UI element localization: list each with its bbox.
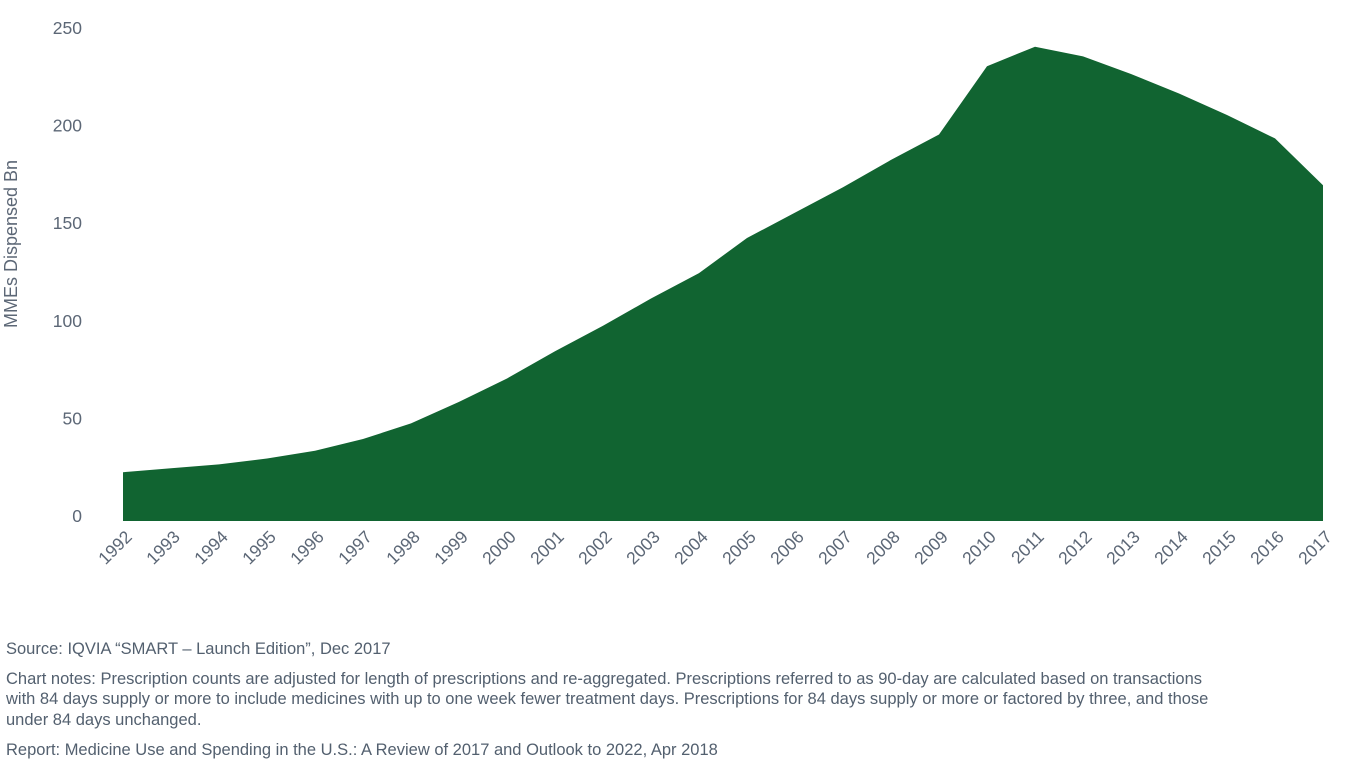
x-tick-label: 2004	[670, 527, 712, 569]
chart-notes-line: under 84 days unchanged.	[6, 710, 202, 729]
report-note: Report: Medicine Use and Spending in the…	[6, 741, 718, 759]
y-axis-title: MMEs Dispensed Bn	[1, 160, 21, 328]
x-tick-label: 1995	[238, 527, 280, 569]
chart-notes-line: Chart notes: Prescription counts are adj…	[6, 669, 1203, 688]
x-tick-label: 2003	[622, 527, 664, 569]
x-tick-label: 2009	[910, 527, 952, 569]
x-tick-label: 2000	[478, 527, 520, 569]
x-tick-label: 2011	[1007, 527, 1048, 568]
area-series	[123, 46, 1323, 521]
x-axis-tick-labels: 1992 1993 1994 1995 1996 1997 1998 1999 2000 2001…	[94, 527, 1336, 569]
x-tick-label: 2010	[958, 527, 1000, 569]
x-tick-label: 1992	[94, 527, 136, 569]
x-tick-label: 2017	[1294, 527, 1336, 569]
y-axis-tick-labels: 0 50 100 150 200 250	[53, 18, 82, 526]
y-tick-label: 0	[72, 506, 82, 526]
chart-notes: Chart notes: Prescription counts are adj…	[6, 669, 1344, 731]
y-tick-label: 200	[53, 116, 82, 136]
chart-footnotes: Source: IQVIA “SMART – Launch Edition”, …	[6, 639, 1344, 761]
y-tick-label: 250	[53, 18, 82, 38]
x-tick-label: 2015	[1198, 527, 1240, 569]
x-tick-label: 2013	[1102, 527, 1144, 569]
x-tick-label: 2007	[814, 527, 856, 569]
x-tick-label: 2014	[1150, 527, 1192, 569]
x-tick-label: 2008	[862, 527, 904, 569]
source-note: Source: IQVIA “SMART – Launch Edition”, …	[6, 640, 391, 658]
x-tick-label: 2012	[1054, 527, 1096, 569]
x-tick-label: 1994	[190, 527, 232, 569]
x-tick-label: 1996	[286, 527, 328, 569]
x-tick-label: 2006	[766, 527, 808, 569]
x-tick-label: 1993	[142, 527, 184, 569]
x-tick-label: 2002	[574, 527, 616, 569]
x-tick-label: 1998	[382, 527, 424, 569]
y-tick-label: 50	[63, 408, 83, 428]
chart-notes-line: with 84 days supply or more to include m…	[6, 690, 1209, 708]
y-tick-label: 100	[53, 311, 82, 331]
x-tick-label: 2016	[1246, 527, 1288, 569]
x-tick-label: 2001	[526, 527, 568, 569]
x-tick-label: 2005	[718, 527, 760, 569]
y-tick-label: 150	[53, 213, 82, 233]
x-tick-label: 1997	[334, 527, 376, 569]
x-tick-label: 1999	[430, 527, 472, 569]
